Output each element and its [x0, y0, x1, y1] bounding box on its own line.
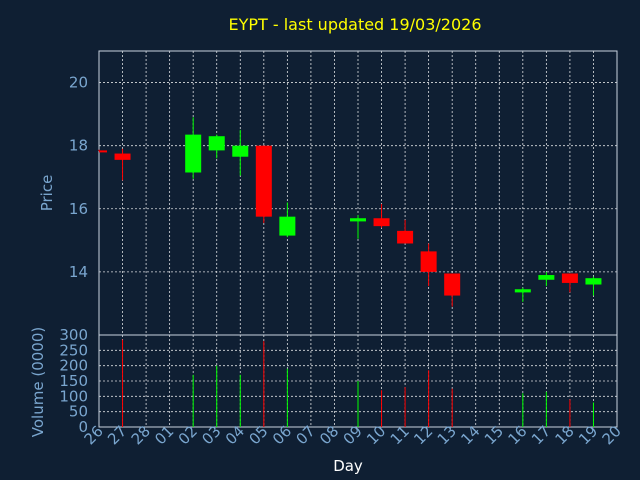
x-tick-label: 15: [481, 422, 507, 448]
candle-body: [585, 278, 602, 285]
x-tick-label: 14: [457, 422, 483, 448]
volume-tick-label: 250: [59, 341, 88, 359]
x-tick-label: 18: [552, 422, 578, 448]
x-tick-label: 02: [175, 422, 201, 448]
chart-title: EYPT - last updated 19/03/2026: [228, 15, 481, 34]
x-tick-label: 06: [269, 422, 295, 448]
price-tick-label: 14: [69, 263, 88, 281]
volume-tick-label: 100: [59, 387, 88, 405]
price-tick-label: 18: [69, 137, 88, 155]
x-tick-label: 03: [198, 422, 224, 448]
candle-body: [350, 218, 366, 222]
candle-body: [538, 275, 555, 280]
candle-body: [420, 251, 437, 272]
x-tick-label: 01: [151, 422, 177, 448]
x-tick-label: 11: [387, 422, 413, 448]
x-tick-label: 04: [222, 422, 248, 448]
candle-body: [373, 218, 390, 227]
x-axis-title: Day: [333, 457, 363, 475]
x-tick-label: 12: [410, 422, 436, 448]
x-axis: 2627280102030405060708091011121314151617…: [81, 422, 625, 448]
x-tick-label: 13: [434, 422, 460, 448]
x-tick-label: 20: [599, 422, 625, 448]
x-tick-label: 28: [128, 422, 154, 448]
price-y-axis: 14 16 18 20: [69, 74, 88, 281]
x-tick-label: 05: [245, 422, 271, 448]
candlestick-series: [98, 117, 602, 307]
candle-body: [279, 216, 296, 236]
volume-tick-label: 150: [59, 372, 88, 390]
price-axis-title: Price: [38, 175, 56, 212]
x-tick-label: 19: [575, 422, 601, 448]
price-tick-label: 20: [69, 74, 88, 92]
volume-tick-label: 0: [78, 418, 88, 436]
candle-body: [208, 136, 225, 151]
x-tick-label: 27: [104, 422, 130, 448]
x-tick-label: 10: [363, 422, 389, 448]
candle-body: [185, 134, 202, 173]
volume-tick-label: 50: [69, 403, 88, 421]
candle-body: [114, 153, 131, 160]
price-grid: [99, 51, 617, 335]
volume-tick-label: 200: [59, 357, 88, 375]
x-tick-label: 08: [316, 422, 342, 448]
x-tick-label: 17: [528, 422, 554, 448]
x-tick-label: 09: [340, 422, 366, 448]
candle-body: [561, 273, 578, 283]
candle-body: [232, 145, 249, 157]
volume-tick-label: 300: [59, 326, 88, 344]
candle-body: [444, 273, 461, 296]
candle-body: [255, 145, 272, 217]
candle-body: [397, 230, 414, 244]
candle-body: [514, 289, 531, 293]
volume-series: [122, 339, 594, 427]
x-tick-label: 07: [293, 422, 319, 448]
volume-axis-title: Volume (0000): [29, 327, 47, 437]
candle-body: [99, 150, 107, 153]
price-tick-label: 16: [69, 200, 88, 218]
x-tick-label: 16: [504, 422, 530, 448]
